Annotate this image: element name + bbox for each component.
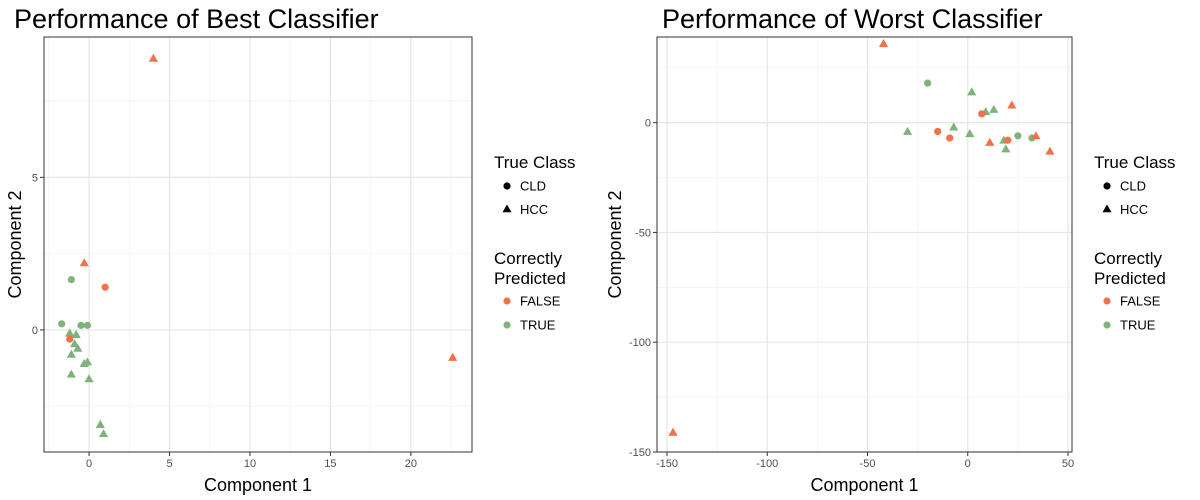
worst-classifier-x-tick-label: -50: [860, 458, 876, 470]
best-classifier-y-tick-label: 0: [32, 325, 38, 337]
best-classifier-point-hcc-true: [71, 329, 81, 338]
worst-classifier-point-hcc-false: [668, 427, 678, 436]
best-classifier-x-axis-title: Component 1: [204, 475, 312, 495]
legend-label-cld: CLD: [520, 179, 546, 194]
best-classifier-y-axis-title: Component 2: [5, 190, 25, 298]
worst-classifier-point-hcc-false: [985, 137, 995, 146]
legend-color-title-line1: Correctly: [494, 249, 563, 268]
legend-circle-icon: [1103, 182, 1111, 190]
worst-classifier-y-tick-label: -50: [635, 227, 651, 239]
worst-classifier-x-tick-label: -100: [756, 458, 778, 470]
worst-classifier-point-hcc-true: [967, 87, 977, 96]
best-classifier-legend: True Class CLD HCC Correctly Predicted F…: [494, 153, 576, 333]
legend-label-cld: CLD: [1120, 179, 1146, 194]
worst-classifier-point-hcc-false: [878, 38, 889, 48]
best-classifier-point-hcc-false: [448, 352, 458, 361]
worst-classifier-plot-border: [656, 36, 1073, 453]
best-classifier-point-cld-false: [66, 335, 74, 343]
legend-color-title-line2: Predicted: [494, 269, 566, 288]
worst-classifier-point-cld-false: [1004, 136, 1012, 144]
worst-classifier-point-cld-true: [924, 79, 932, 87]
best-classifier-point-cld-true: [77, 321, 85, 329]
best-classifier-point-hcc-true: [65, 328, 75, 337]
best-classifier-panel: Performance of Best Classifier 0 5 10 15 200…: [5, 4, 576, 495]
worst-classifier-point-hcc-false: [1045, 146, 1055, 155]
legend-label-hcc: HCC: [1120, 202, 1148, 217]
best-classifier-point-hcc-false: [79, 258, 89, 267]
worst-classifier-x-tick-label: 0: [965, 458, 971, 470]
best-classifier-point-hcc-false: [148, 53, 159, 62]
best-classifier-x-tick-label: 0: [86, 458, 92, 470]
worst-classifier-x-tick-label: 50: [1062, 458, 1074, 470]
worst-classifier-point-cld-true: [1014, 132, 1022, 140]
worst-classifier-title: Performance of Worst Classifier: [662, 4, 1043, 34]
worst-classifier-point-hcc-true: [903, 126, 913, 135]
best-classifier-plot-border: [43, 36, 473, 453]
best-classifier-x-tick-label: 5: [166, 458, 172, 470]
legend-label-hcc: HCC: [520, 202, 548, 217]
legend-label-false: FALSE: [1120, 294, 1161, 309]
worst-classifier-y-tick-label: -150: [629, 447, 651, 459]
legend-label-true: TRUE: [1120, 318, 1156, 333]
legend-label-true: TRUE: [520, 318, 556, 333]
worst-classifier-panel: Performance of Worst Classifier -150 -100…: [605, 4, 1176, 495]
best-classifier-point-cld-true: [58, 320, 66, 328]
legend-true-swatch: [503, 321, 511, 329]
worst-classifier-ticks: -150 -100 -50 0 50 -150 -100 -50 0: [629, 118, 1074, 470]
legend-shape-title: True Class: [1094, 153, 1176, 172]
best-classifier-point-cld-true: [67, 275, 75, 284]
best-classifier-point-cld-false: [101, 283, 109, 291]
legend-triangle-icon: [1102, 204, 1112, 213]
worst-classifier-points: [668, 38, 1055, 436]
worst-classifier-point-cld-false: [978, 110, 986, 118]
best-classifier-point-hcc-true: [82, 357, 93, 366]
worst-classifier-point-hcc-true: [1001, 144, 1011, 153]
legend-triangle-icon: [502, 204, 512, 213]
best-classifier-x-tick-label: 10: [244, 458, 256, 470]
worst-classifier-y-tick-label: 0: [645, 118, 651, 130]
best-classifier-point-hcc-true: [73, 343, 83, 352]
legend-shape-title: True Class: [494, 153, 576, 172]
best-classifier-x-tick-label: 15: [324, 458, 336, 470]
best-classifier-point-hcc-true: [69, 339, 80, 348]
best-classifier-point-hcc-true: [98, 429, 109, 438]
worst-classifier-y-tick-label: -100: [629, 337, 651, 349]
legend-color-title-line1: Correctly: [1094, 249, 1163, 268]
best-classifier-plot-area: [44, 37, 472, 452]
best-classifier-point-hcc-true: [95, 419, 105, 428]
best-classifier-point-hcc-true: [66, 369, 76, 378]
legend-false-swatch: [1103, 297, 1111, 305]
worst-classifier-plot-area: [657, 37, 1072, 452]
legend-color-title-line2: Predicted: [1094, 269, 1166, 288]
worst-classifier-legend: True Class CLD HCC Correctly Predicted F…: [1094, 153, 1176, 333]
best-classifier-grid: [44, 37, 472, 452]
worst-classifier-point-cld-false: [934, 127, 942, 136]
best-classifier-points: [58, 53, 458, 438]
best-classifier-point-cld-true: [83, 321, 92, 329]
worst-classifier-point-cld-false: [946, 134, 954, 142]
worst-classifier-point-hcc-false: [1007, 100, 1017, 109]
best-classifier-ticks: 0 5 10 15 20 0 5: [32, 172, 417, 470]
best-classifier-point-hcc-true: [66, 349, 76, 358]
worst-classifier-point-hcc-true: [949, 122, 959, 131]
worst-classifier-x-axis-title: Component 1: [810, 475, 918, 495]
best-classifier-x-tick-label: 20: [405, 458, 417, 470]
legend-false-swatch: [503, 297, 511, 305]
best-classifier-title: Performance of Best Classifier: [14, 4, 379, 34]
best-classifier-y-tick-label: 5: [32, 172, 38, 184]
worst-classifier-point-hcc-true: [965, 129, 975, 138]
worst-classifier-y-axis-title: Component 2: [605, 190, 625, 298]
worst-classifier-point-hcc-true: [989, 104, 999, 113]
legend-circle-icon: [503, 182, 511, 190]
best-classifier-point-hcc-true: [84, 374, 94, 383]
legend-label-false: FALSE: [520, 294, 561, 309]
worst-classifier-point-hcc-false: [1031, 131, 1041, 140]
worst-classifier-x-tick-label: -150: [656, 458, 678, 470]
legend-true-swatch: [1103, 321, 1111, 329]
